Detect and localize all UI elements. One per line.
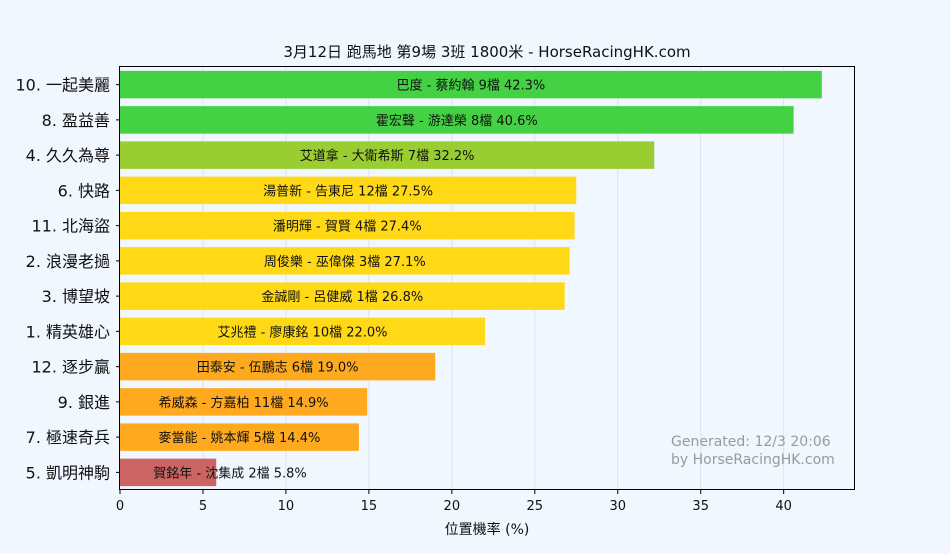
bar	[120, 247, 570, 275]
y-tick-labels: 10. 一起美麗 8. 盈益善 4. 久久為尊 6. 快路 11. 北海盜 2. 浪漫老撾…	[15, 76, 120, 482]
y-tick-label: 12. 逐步贏	[31, 358, 110, 377]
x-tick-labels: 0 5 10 15 20 25 30 35 40	[116, 490, 792, 514]
bar	[120, 317, 486, 346]
bar-label: 金誠剛 - 呂健威 1檔 26.8%	[261, 289, 423, 305]
y-tick-label: 9. 銀進	[58, 393, 110, 412]
y-tick-label: 10. 一起美麗	[15, 76, 110, 95]
x-tick-label: 40	[775, 499, 792, 514]
bar-label: 巴度 - 蔡約翰 9檔 42.3%	[397, 78, 546, 94]
bar-label: 賀銘年 - 沈集成 2檔 5.8%	[153, 465, 307, 481]
bars	[120, 70, 822, 487]
y-tick-label: 5. 凱明神駒	[26, 463, 110, 482]
bar	[120, 282, 565, 310]
watermark-line-1: Generated: 12/3 20:06	[671, 434, 831, 450]
watermark-line-2: by HorseRacingHK.com	[671, 452, 835, 468]
bar	[120, 70, 822, 99]
x-tick-label: 0	[116, 499, 124, 514]
y-tick-label: 2. 浪漫老撾	[26, 252, 110, 271]
plot-frame	[119, 66, 855, 490]
grid-lines	[119, 67, 785, 490]
bar	[120, 176, 577, 205]
x-tick-label: 10	[278, 499, 295, 514]
bar	[120, 388, 368, 416]
bar-label: 霍宏聲 - 游達榮 8檔 40.6%	[376, 113, 538, 129]
x-tick-label: 15	[361, 499, 378, 514]
y-tick-label: 4. 久久為尊	[26, 146, 110, 165]
bar-label: 艾兆禮 - 廖康銘 10檔 22.0%	[217, 324, 387, 340]
y-tick-label: 7. 極速奇兵	[26, 428, 110, 447]
bar	[120, 458, 217, 487]
bar	[120, 352, 436, 381]
x-tick-label: 5	[199, 499, 207, 514]
bar-label: 田泰安 - 伍鵬志 6檔 19.0%	[197, 361, 359, 376]
x-tick-label: 25	[527, 499, 544, 514]
bar-label: 艾道拿 - 大衛希斯 7檔 32.2%	[300, 148, 475, 164]
bar	[120, 106, 794, 134]
bar	[120, 141, 655, 169]
bar-label: 湯普新 - 告東尼 12檔 27.5%	[263, 183, 433, 199]
y-tick-label: 1. 精英雄心	[26, 322, 110, 341]
x-tick-label: 35	[692, 499, 709, 514]
bar-label: 麥當能 - 姚本輝 5檔 14.4%	[159, 430, 321, 446]
bar	[120, 211, 575, 240]
bar-label: 潘明輝 - 賀賢 4檔 27.4%	[273, 220, 422, 235]
bar-labels: 巴度 - 蔡約翰 9檔 42.3% 霍宏聲 - 游達榮 8檔 40.6% 艾道拿 -…	[153, 78, 545, 482]
bar-label: 希威森 - 方嘉柏 11檔 14.9%	[159, 395, 329, 411]
x-axis-label: 位置機率 (%)	[445, 521, 530, 538]
y-tick-label: 6. 快路	[58, 181, 110, 200]
chart-title: 3月12日 跑馬地 第9場 3班 1800米 - HorseRacingHK.c…	[283, 43, 690, 61]
bar-label: 周俊樂 - 巫偉傑 3檔 27.1%	[264, 254, 426, 270]
y-tick-label: 8. 盈益善	[42, 111, 110, 130]
x-tick-label: 20	[444, 499, 461, 514]
bar	[120, 423, 359, 451]
x-tick-label: 30	[609, 499, 626, 514]
y-tick-label: 3. 博望坡	[42, 287, 110, 306]
y-tick-label: 11. 北海盜	[31, 217, 110, 236]
